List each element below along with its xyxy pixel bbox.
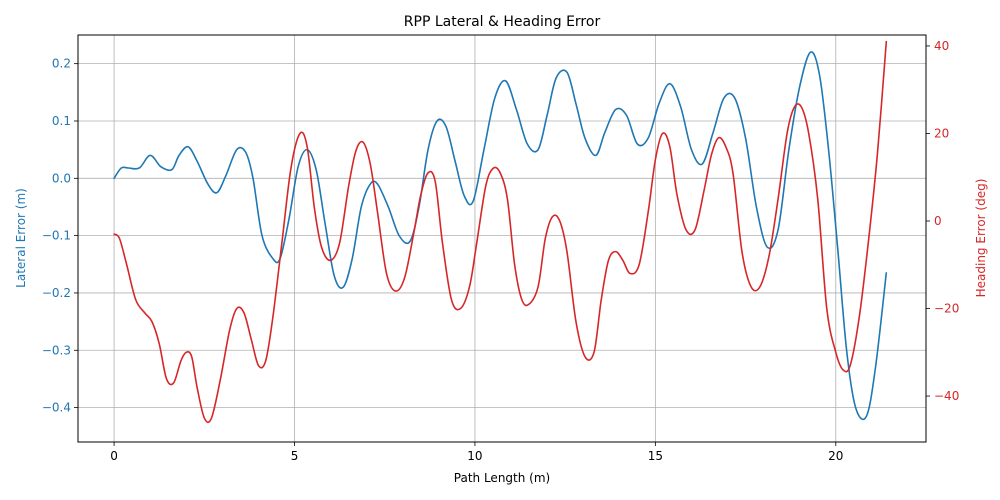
y-right-tick-label: −40 bbox=[934, 389, 959, 403]
x-tick-label: 20 bbox=[828, 449, 843, 463]
x-tick-label: 0 bbox=[110, 449, 118, 463]
x-tick-label: 15 bbox=[648, 449, 663, 463]
y-axis-left: 0.2 0.1 0.0 −0.1 −0.2 −0.3 −0.4 bbox=[42, 57, 78, 415]
chart-title: RPP Lateral & Heading Error bbox=[404, 14, 601, 30]
y-left-tick-label: 0.2 bbox=[52, 57, 71, 71]
series-layer bbox=[113, 40, 888, 424]
y-axis-right-title: Heading Error (deg) bbox=[974, 179, 988, 298]
y-right-tick-label: 0 bbox=[934, 214, 942, 228]
y-left-tick-label: 0.1 bbox=[52, 114, 71, 128]
x-axis-title: Path Length (m) bbox=[454, 471, 550, 485]
plot-frame bbox=[77, 34, 927, 443]
y-right-tick-label: 20 bbox=[934, 126, 949, 140]
y-right-tick-label: 40 bbox=[934, 39, 949, 53]
y-left-tick-label: −0.4 bbox=[42, 401, 71, 415]
y-axis-right: 40 20 0 −20 −40 bbox=[926, 39, 959, 403]
y-left-tick-label: −0.3 bbox=[42, 343, 71, 357]
y-right-tick-label: −20 bbox=[934, 302, 959, 316]
y-left-tick-label: −0.1 bbox=[42, 229, 71, 243]
y-axis-left-title: Lateral Error (m) bbox=[14, 188, 28, 288]
y-left-tick-label: 0.0 bbox=[52, 171, 71, 185]
y-left-tick-label: −0.2 bbox=[42, 286, 71, 300]
x-axis: 0 5 10 15 20 bbox=[110, 442, 843, 463]
x-tick-label: 10 bbox=[467, 449, 482, 463]
lateral-error-line bbox=[113, 51, 888, 421]
heading-error-line bbox=[113, 40, 888, 424]
x-tick-label: 5 bbox=[291, 449, 299, 463]
grid bbox=[78, 35, 926, 442]
